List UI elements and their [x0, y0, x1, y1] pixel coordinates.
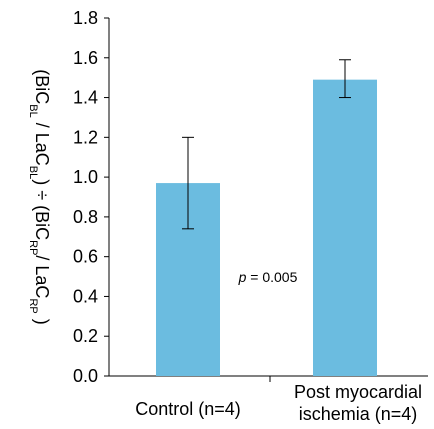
y-axis-title: (BiCBL / LaCBL) ÷ (BiCRP/ LaCRP ): [27, 69, 52, 324]
y-tick-labels: 0.0 0.2 0.4 0.6 0.8 1.0 1.2 1.4 1.6 1.8: [73, 8, 98, 386]
category-labels: Control (n=4) Post myocardial ischemia (n=…: [135, 382, 422, 424]
error-bar: [182, 136, 194, 230]
y-tick-label: 0.8: [73, 207, 98, 227]
annotations: p = 0.005: [238, 269, 298, 285]
category-label: Control (n=4): [135, 399, 241, 419]
y-tick-label: 0.6: [73, 247, 98, 267]
y-tick-label: 0.2: [73, 326, 98, 346]
y-tick-label: 1.6: [73, 48, 98, 68]
y-tick-label: 0.0: [73, 366, 98, 386]
bar: [313, 79, 377, 377]
y-tick-label: 0.4: [73, 286, 98, 306]
axes: [104, 17, 428, 382]
category-label: Post myocardial ischemia (n=4): [294, 382, 422, 424]
bars: [156, 79, 377, 377]
y-tick-label: 1.2: [73, 127, 98, 147]
error-bars: [182, 59, 351, 230]
y-tick-label: 1.8: [73, 8, 98, 28]
y-axis-label: (BiCBL / LaCBL) ÷ (BiCRP/ LaCRP ): [27, 69, 52, 324]
y-tick-label: 1.0: [73, 167, 98, 187]
p-value-annotation: p = 0.005: [238, 269, 298, 285]
error-bar: [339, 59, 351, 99]
y-tick-label: 1.4: [73, 88, 98, 108]
